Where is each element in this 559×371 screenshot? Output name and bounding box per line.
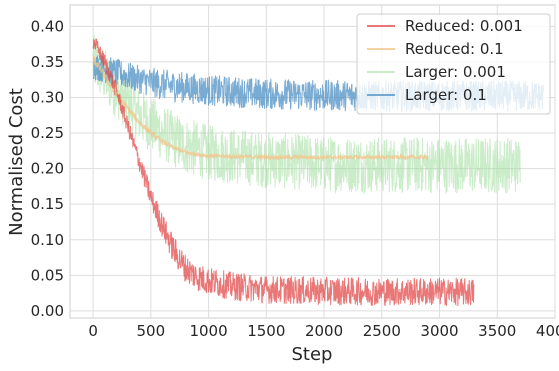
legend-label: Reduced: 0.1 xyxy=(405,40,504,58)
y-tick-label: 0.25 xyxy=(31,124,64,142)
y-axis-title: Normalised Cost xyxy=(6,88,27,236)
x-tick-label: 3000 xyxy=(420,322,458,340)
legend-box xyxy=(356,13,551,115)
series-line-0 xyxy=(92,38,475,307)
y-tick-label: 0.40 xyxy=(31,17,64,35)
x-tick-label: 500 xyxy=(137,322,166,340)
y-tick-label: 0.35 xyxy=(31,53,64,71)
ticks: 0 500 1000 1500 2000 2500 3000 3500 4000 0.00 0.05… xyxy=(31,17,559,340)
legend: Reduced: 0.001 Reduced: 0.1 Larger: 0.001 L… xyxy=(356,13,551,115)
series-line-2 xyxy=(92,34,521,195)
x-tick-label: 4000 xyxy=(536,322,559,340)
legend-label: Larger: 0.001 xyxy=(405,63,506,81)
x-tick-label: 2500 xyxy=(363,322,401,340)
series-line-1 xyxy=(92,55,429,162)
y-tick-label: 0.30 xyxy=(31,88,64,106)
x-tick-label: 1000 xyxy=(189,322,227,340)
x-tick-label: 0 xyxy=(88,322,98,340)
y-tick-label: 0.20 xyxy=(31,160,64,178)
y-tick-label: 0.00 xyxy=(31,302,64,320)
x-tick-label: 2000 xyxy=(305,322,343,340)
y-tick-label: 0.15 xyxy=(31,195,64,213)
y-tick-label: 0.05 xyxy=(31,266,64,284)
x-tick-label: 1500 xyxy=(247,322,285,340)
y-tick-label: 0.10 xyxy=(31,231,64,249)
legend-label: Larger: 0.1 xyxy=(405,86,487,104)
legend-label: Reduced: 0.001 xyxy=(405,17,523,35)
x-axis-title: Step xyxy=(292,344,333,365)
x-tick-label: 3500 xyxy=(478,322,516,340)
grid xyxy=(70,5,556,318)
